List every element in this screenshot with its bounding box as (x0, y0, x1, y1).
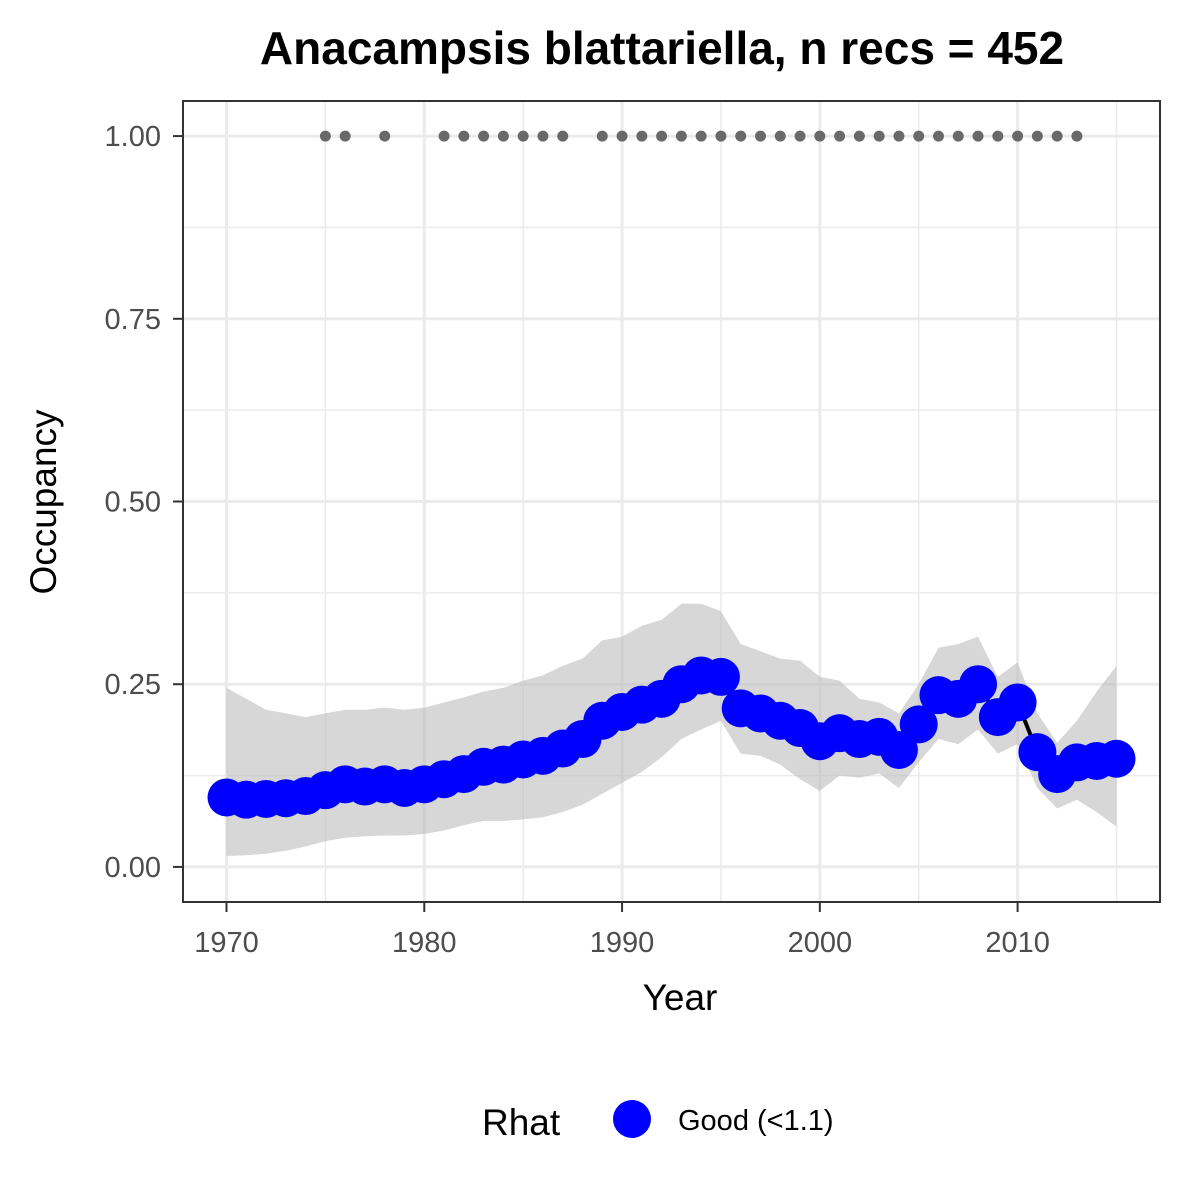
record-year-marker (636, 130, 648, 142)
occupancy-point (701, 657, 740, 696)
record-year-marker (557, 130, 569, 142)
record-year-marker (1071, 130, 1083, 142)
record-year-marker (774, 130, 786, 142)
x-tick-label: 2000 (788, 927, 853, 959)
record-year-marker (715, 130, 727, 142)
record-year-markers (319, 130, 1083, 142)
occupancy-point (959, 665, 998, 704)
y-tick-label: 0.25 (105, 669, 161, 701)
legend-label-good: Good (<1.1) (678, 1105, 834, 1137)
record-year-marker (596, 130, 608, 142)
y-tick-label: 0.75 (105, 304, 161, 336)
y-axis-title: Occupancy (23, 409, 64, 595)
legend: Rhat Good (<1.1) (482, 1100, 834, 1143)
y-tick-label: 0.00 (105, 852, 161, 884)
record-year-marker (873, 130, 885, 142)
occupancy-point (879, 730, 918, 769)
x-tick-label: 1990 (590, 927, 655, 959)
x-tick-label: 1980 (392, 927, 457, 959)
record-year-marker (379, 130, 391, 142)
record-year-marker (735, 130, 747, 142)
record-year-marker (913, 130, 925, 142)
record-year-marker (458, 130, 470, 142)
record-year-marker (319, 130, 331, 142)
record-year-marker (1012, 130, 1024, 142)
legend-key-good (613, 1100, 651, 1138)
occupancy-points (207, 656, 1136, 819)
x-tick-label: 1970 (194, 927, 259, 959)
record-year-marker (952, 130, 964, 142)
record-year-marker (834, 130, 846, 142)
record-year-marker (992, 130, 1004, 142)
record-year-marker (656, 130, 668, 142)
record-year-marker (893, 130, 905, 142)
record-year-marker (537, 130, 549, 142)
record-year-marker (972, 130, 984, 142)
record-year-marker (517, 130, 529, 142)
record-year-marker (616, 130, 628, 142)
x-axis: 1970 1980 1990 2000 2010 (194, 902, 1050, 959)
record-year-marker (438, 130, 450, 142)
y-tick-label: 1.00 (105, 121, 161, 153)
x-tick-label: 2010 (985, 927, 1050, 959)
record-year-marker (754, 130, 766, 142)
y-axis: 0.00 0.25 0.50 0.75 1.00 (105, 121, 183, 884)
record-year-marker (794, 130, 806, 142)
record-year-marker (932, 130, 944, 142)
x-axis-title: Year (643, 977, 718, 1018)
record-year-marker (339, 130, 351, 142)
occupancy-point (899, 705, 938, 744)
chart-title: Anacampsis blattariella, n recs = 452 (260, 22, 1064, 74)
y-tick-label: 0.50 (105, 487, 161, 519)
record-year-marker (695, 130, 707, 142)
record-year-marker (675, 130, 687, 142)
occupancy-point (998, 683, 1037, 722)
legend-title: Rhat (482, 1102, 561, 1143)
record-year-marker (1031, 130, 1043, 142)
record-year-marker (853, 130, 865, 142)
record-year-marker (1051, 130, 1063, 142)
record-year-marker (478, 130, 490, 142)
record-year-marker (497, 130, 509, 142)
record-year-marker (814, 130, 826, 142)
occupancy-point (1097, 739, 1136, 778)
